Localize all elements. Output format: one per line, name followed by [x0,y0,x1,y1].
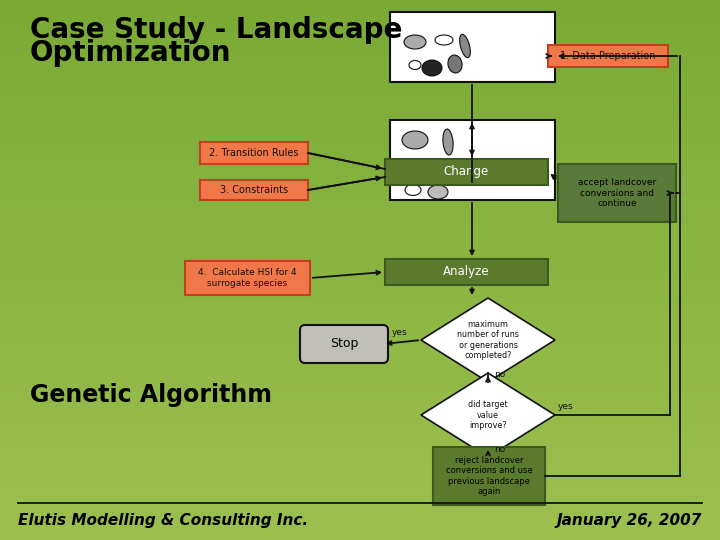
Ellipse shape [421,166,443,181]
Text: 1. Data Preparation: 1. Data Preparation [560,51,656,61]
Text: no: no [494,370,505,379]
Ellipse shape [409,60,421,70]
Ellipse shape [435,35,453,45]
Bar [390,12,555,82]
Ellipse shape [448,169,462,185]
Bar [185,261,310,295]
Ellipse shape [406,165,418,175]
Ellipse shape [443,129,453,155]
Bar [558,164,676,222]
Bar [385,159,548,185]
Text: Optimization: Optimization [30,39,232,67]
Text: Genetic Algorithm: Genetic Algorithm [30,383,272,407]
Ellipse shape [422,60,442,76]
Text: Stop: Stop [330,338,358,350]
Polygon shape [421,373,555,457]
Bar [433,447,545,505]
Text: January 26, 2007: January 26, 2007 [557,512,702,528]
Text: yes: yes [392,328,408,337]
Text: Case Study - Landscape: Case Study - Landscape [30,16,402,44]
Bar [385,259,548,285]
Text: did target
value
improve?: did target value improve? [468,400,508,430]
Text: Elutis Modelling & Consulting Inc.: Elutis Modelling & Consulting Inc. [18,512,308,528]
Text: reject landcover
conversions and use
previous landscape
again: reject landcover conversions and use pre… [446,456,532,496]
Text: 2. Transition Rules: 2. Transition Rules [210,148,299,158]
Polygon shape [421,298,555,382]
Ellipse shape [404,35,426,49]
Bar [200,142,308,164]
Text: yes: yes [558,402,574,411]
Bar [548,45,668,67]
Ellipse shape [405,185,421,195]
Ellipse shape [428,185,448,199]
FancyBboxPatch shape [300,325,388,363]
Text: 4.  Calculate HSI for 4
surrogate species: 4. Calculate HSI for 4 surrogate species [198,268,297,288]
Text: no: no [494,445,505,454]
Text: Analyze: Analyze [444,266,490,279]
Ellipse shape [402,131,428,149]
Bar [200,180,308,200]
Text: 3. Constraints: 3. Constraints [220,185,288,195]
Text: Change: Change [444,165,489,179]
Bar [390,120,555,200]
Text: maximum
number of runs
or generations
completed?: maximum number of runs or generations co… [457,320,519,360]
Text: accept landcover
conversions and
continue: accept landcover conversions and continu… [578,178,656,208]
Ellipse shape [448,55,462,73]
Ellipse shape [459,35,470,58]
